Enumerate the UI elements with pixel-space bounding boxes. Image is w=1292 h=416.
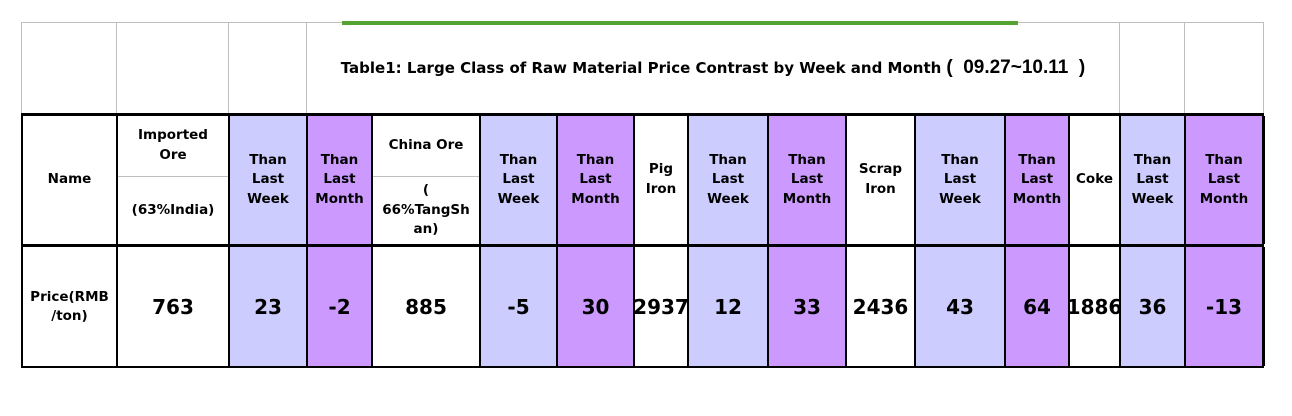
row-label-price: Price(RMB /ton) [23,247,118,366]
scrap-iron-week-change: 43 [946,294,974,319]
header-pig-iron: Pig Iron [635,116,689,244]
pig-iron-price: 2937 [635,294,689,319]
china-ore-price: 885 [405,294,447,319]
than-last-month-label: Than Last Month [782,151,832,207]
header-china-ore-label: China Ore [388,137,464,154]
title-row-spacer-cell [22,23,117,113]
imported-ore-month-change: -2 [328,294,351,319]
value-coke-price: 1886 [1070,247,1121,366]
than-last-month-label: Than Last Month [315,151,364,207]
title-row: Table1: Large Class of Raw Material Pric… [21,22,1264,113]
value-coke-week: 36 [1121,247,1186,366]
title-row-spacer-cell [117,23,229,113]
china-ore-month-change: 30 [581,294,610,319]
header-coke-than-last-week: Than Last Week [1121,116,1186,244]
scrap-iron-price: 2436 [852,294,909,319]
title-row-spacer-cell [1120,23,1185,113]
header-name: Name [23,116,118,244]
than-last-week-label: Than Last Week [247,151,289,207]
header-row: Name Imported Ore (63%India) Than Last W… [21,113,1265,247]
header-imported-ore: Imported Ore (63%India) [118,116,230,244]
raw-material-price-table: Table1: Large Class of Raw Material Pric… [21,22,1265,368]
imported-ore-price: 763 [152,294,194,319]
header-imported-ore-label: Imported Ore [138,127,208,163]
value-china-ore-month: 30 [558,247,635,366]
title-row-spacer-cell [229,23,307,113]
than-last-month-label: Than Last Month [1199,151,1249,207]
table-title-date-range: ( 09.27~10.11 ) [946,57,1086,78]
than-last-week-label: Than Last Week [707,151,749,207]
than-last-week-label: Than Last Week [497,151,540,207]
header-scrap-iron-than-last-week: Than Last Week [916,116,1006,244]
than-last-month-label: Than Last Month [571,151,620,207]
imported-ore-week-change: 23 [254,294,282,319]
china-ore-week-change: -5 [507,294,530,319]
header-scrap-iron-label: Scrap Iron [858,161,903,197]
value-imported-ore-price: 763 [118,247,230,366]
header-coke-label: Coke [1076,171,1113,188]
green-accent-line [342,21,1018,25]
value-scrap-iron-price: 2436 [847,247,916,366]
pig-iron-week-change: 12 [714,294,742,319]
header-scrap-iron-than-last-month: Than Last Month [1006,116,1070,244]
value-imported-ore-week: 23 [230,247,308,366]
value-pig-iron-week: 12 [689,247,769,366]
row-label-price-text: Price(RMB /ton) [30,289,109,324]
than-last-week-label: Than Last Week [939,151,981,207]
header-coke: Coke [1070,116,1121,244]
value-scrap-iron-month: 64 [1006,247,1070,366]
header-pig-iron-label: Pig Iron [645,161,677,197]
header-china-ore-than-last-week: Than Last Week [481,116,558,244]
header-imported-ore-than-last-week: Than Last Week [230,116,308,244]
pig-iron-month-change: 33 [793,294,821,319]
header-scrap-iron: Scrap Iron [847,116,916,244]
header-imported-ore-than-last-month: Than Last Month [308,116,373,244]
than-last-week-label: Than Last Week [1131,151,1174,207]
coke-week-change: 36 [1138,294,1167,319]
coke-price: 1886 [1070,294,1121,319]
coke-month-change: -13 [1205,294,1243,319]
header-pig-iron-than-last-week: Than Last Week [689,116,769,244]
table-title-text: Table1: Large Class of Raw Material Pric… [340,59,942,77]
header-name-label: Name [47,171,92,188]
than-last-month-label: Than Last Month [1012,151,1062,207]
header-china-ore-than-last-month: Than Last Month [558,116,635,244]
value-pig-iron-price: 2937 [635,247,689,366]
table-title: Table1: Large Class of Raw Material Pric… [307,23,1120,113]
value-coke-month: -13 [1186,247,1265,366]
value-scrap-iron-week: 43 [916,247,1006,366]
value-china-ore-week: -5 [481,247,558,366]
header-china-ore-spec: ( 66%TangSh an) [382,182,470,238]
header-china-ore: China Ore ( 66%TangSh an) [373,116,481,244]
header-imported-ore-spec: (63%India) [131,201,215,218]
value-imported-ore-month: -2 [308,247,373,366]
data-row: Price(RMB /ton) 763 23 -2 885 -5 30 2937 [21,247,1265,368]
header-pig-iron-than-last-month: Than Last Month [769,116,847,244]
value-pig-iron-month: 33 [769,247,847,366]
scrap-iron-month-change: 64 [1023,294,1051,319]
title-row-spacer-cell [1185,23,1264,113]
header-coke-than-last-month: Than Last Month [1186,116,1265,244]
value-china-ore-price: 885 [373,247,481,366]
